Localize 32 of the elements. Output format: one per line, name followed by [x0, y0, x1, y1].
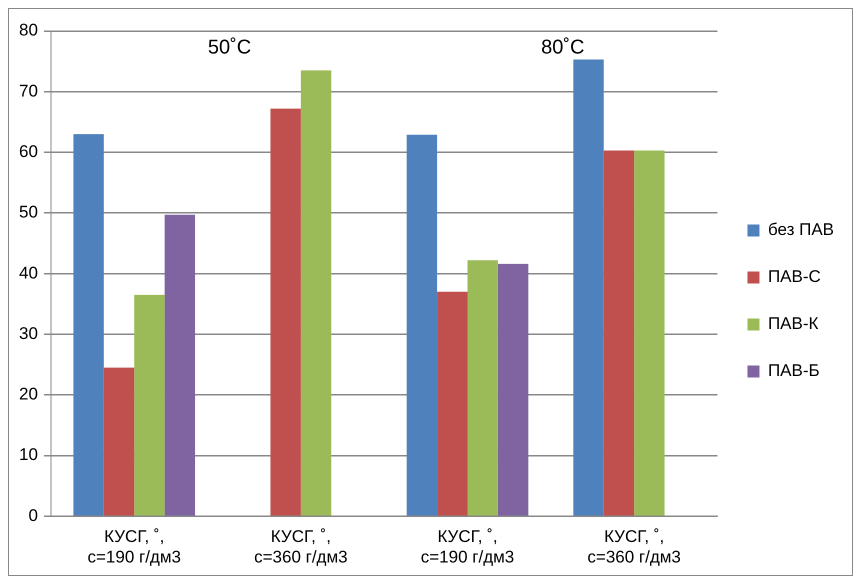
x-tick-label: КУСГ, ˚, с=190 г/дм3	[420, 527, 514, 566]
y-tick-label: 10	[18, 445, 38, 464]
bar	[573, 60, 604, 516]
y-tick-label: 30	[18, 324, 38, 343]
bar	[406, 134, 438, 516]
y-tick-label: 40	[18, 263, 38, 282]
y-tick-label: 80	[18, 20, 38, 40]
y-tick-label: 0	[28, 506, 38, 525]
bar	[468, 260, 498, 516]
bar	[104, 368, 134, 516]
annotation: 50˚C	[208, 36, 252, 59]
annotation: 80˚C	[541, 36, 584, 59]
x-tick-label: КУСГ, ˚, с=190 г/дм3	[87, 527, 181, 566]
bar	[73, 134, 104, 516]
legend-label: без ПАВ	[768, 220, 834, 240]
bar	[134, 294, 165, 516]
legend-label: ПАВ-Б	[768, 361, 820, 380]
bar	[437, 292, 468, 516]
legend-label: ПАВ-К	[768, 314, 819, 334]
x-tick-label: КУСГ, ˚, с=360 г/дм3	[254, 527, 348, 566]
y-tick-label: 20	[18, 384, 38, 404]
bar	[498, 264, 528, 516]
bar	[604, 150, 634, 516]
legend-label: ПАВ-С	[768, 267, 821, 286]
bar	[300, 70, 332, 516]
bar	[164, 214, 196, 516]
y-tick-label: 50	[18, 202, 38, 222]
bar	[270, 108, 301, 516]
bar	[634, 150, 665, 516]
y-tick-label: 70	[18, 81, 38, 100]
y-tick-label: 60	[18, 142, 38, 161]
x-tick-label: КУСГ, ˚, с=360 г/дм3	[587, 527, 681, 566]
